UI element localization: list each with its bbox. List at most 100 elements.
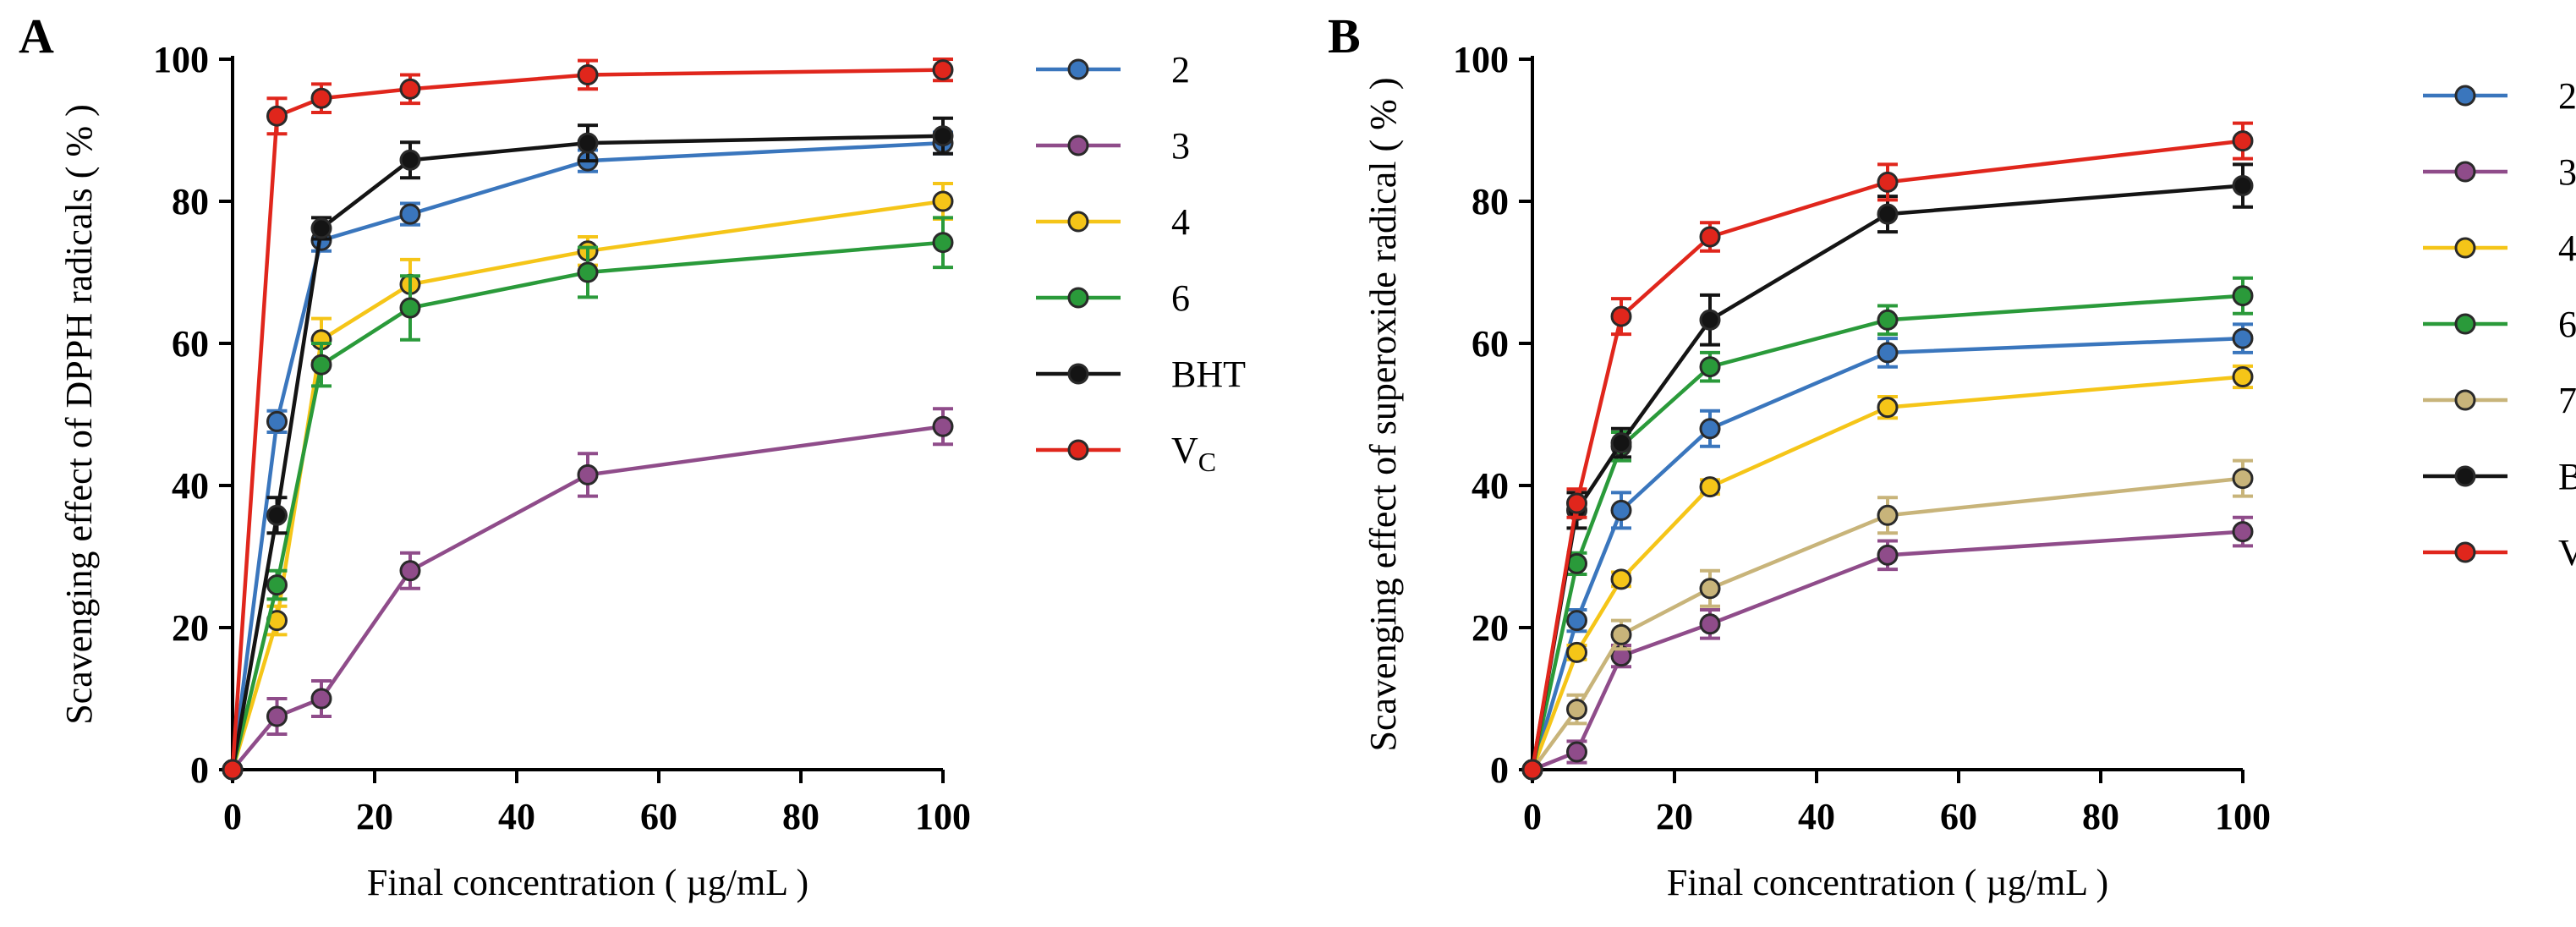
data-point (932, 125, 954, 147)
data-point (399, 560, 421, 582)
legend-entry: BHT (1036, 354, 1246, 395)
data-point (266, 105, 288, 127)
data-point (1877, 397, 1899, 419)
data-point (577, 464, 599, 485)
legend-label: 2 (2558, 75, 2576, 117)
data-point (2232, 327, 2254, 349)
data-point (1521, 759, 1543, 781)
data-point (1699, 226, 1721, 248)
legend-entry: 6 (1036, 277, 1190, 319)
legend-marker (1067, 58, 1089, 80)
data-point (266, 705, 288, 727)
data-point (1610, 623, 1632, 645)
data-point (1877, 504, 1899, 526)
y-tick-label: 20 (172, 607, 209, 649)
legend-label: 6 (2558, 304, 2576, 345)
series-line (1530, 375, 2244, 771)
series-4 (1521, 364, 2254, 781)
x-tick-label: 0 (1523, 796, 1542, 837)
x-axis-title: Final concentration ( µg/mL ) (367, 862, 808, 903)
series-line (230, 199, 944, 771)
y-tick-label: 0 (1490, 749, 1509, 791)
series-7 (1521, 458, 2254, 781)
y-tick-label: 60 (1472, 323, 1509, 365)
series-line (230, 140, 944, 771)
legend-marker (1067, 134, 1089, 156)
series-3 (1521, 515, 2254, 781)
panel-letter: A (19, 8, 54, 63)
series-line (1530, 139, 2244, 771)
legend-marker (1067, 439, 1089, 461)
x-tick-label: 40 (1798, 796, 1835, 837)
y-axis-title: Scavenging effect of superoxide radical … (1362, 78, 1404, 752)
legend-entry: 6 (2423, 304, 2576, 345)
legend-label: 3 (1171, 125, 1190, 167)
data-point (1877, 309, 1899, 331)
series-line (230, 240, 944, 771)
legend-entry: 4 (2423, 228, 2576, 269)
y-tick-label: 80 (1472, 181, 1509, 222)
series-bht (1521, 162, 2254, 781)
x-tick-label: 80 (782, 796, 819, 837)
legend-entry: 4 (1036, 201, 1190, 243)
data-point (2232, 468, 2254, 490)
data-point (399, 149, 421, 171)
data-point (1877, 171, 1899, 193)
data-point (1699, 356, 1721, 378)
data-point (1610, 305, 1632, 327)
legend-marker (1067, 287, 1089, 309)
data-point (266, 574, 288, 596)
data-point (577, 63, 599, 85)
data-point (577, 261, 599, 283)
data-point (932, 59, 954, 81)
series-vc (222, 58, 954, 781)
x-tick-label: 100 (2215, 796, 2271, 837)
data-point (1610, 568, 1632, 590)
legend-marker (2454, 313, 2476, 335)
data-point (399, 78, 421, 100)
y-tick-label: 20 (1472, 607, 1509, 649)
data-point (2232, 285, 2254, 307)
data-point (310, 87, 332, 109)
series-6 (222, 216, 954, 781)
legend-entry: 3 (1036, 125, 1190, 167)
data-point (1566, 699, 1587, 721)
series-line (1531, 476, 2244, 771)
x-tick-label: 100 (915, 796, 971, 837)
legend-label: 2 (1171, 49, 1190, 91)
data-point (1699, 476, 1721, 498)
y-tick-label: 80 (172, 181, 209, 222)
x-tick-label: 20 (356, 796, 393, 837)
data-point (1610, 499, 1632, 521)
legend-marker (1067, 363, 1089, 385)
data-point (1610, 432, 1632, 454)
x-tick-label: 60 (1940, 796, 1977, 837)
legend-marker (2454, 161, 2476, 183)
x-tick-label: 80 (2082, 796, 2119, 837)
chart-panel-a: A 0 20 40 60 80 100 0 20 40 60 80 100 Final concentra… (19, 8, 1246, 903)
data-point (2232, 175, 2254, 197)
data-point (310, 217, 332, 239)
data-point (266, 504, 288, 526)
data-point (2232, 365, 2254, 387)
series-line (1530, 184, 2244, 771)
legend-label: 4 (2558, 228, 2576, 269)
data-point (1877, 203, 1899, 225)
data-point (932, 232, 954, 254)
legend-marker (2454, 541, 2476, 563)
series-line (1530, 293, 2244, 771)
legend-entry: 2 (2423, 75, 2576, 117)
data-point (399, 297, 421, 319)
data-point (266, 410, 288, 432)
series-3 (222, 407, 954, 781)
data-point (1877, 342, 1899, 364)
data-point (1566, 492, 1587, 514)
data-point (1566, 741, 1587, 763)
legend-marker (2454, 465, 2476, 487)
y-tick-label: 100 (1453, 39, 1509, 80)
x-tick-label: 0 (223, 796, 242, 837)
legend-entry: 7 (2423, 380, 2576, 421)
legend-label: VC (2558, 532, 2576, 579)
legend-marker (2454, 389, 2476, 411)
y-tick-label: 0 (190, 749, 209, 791)
